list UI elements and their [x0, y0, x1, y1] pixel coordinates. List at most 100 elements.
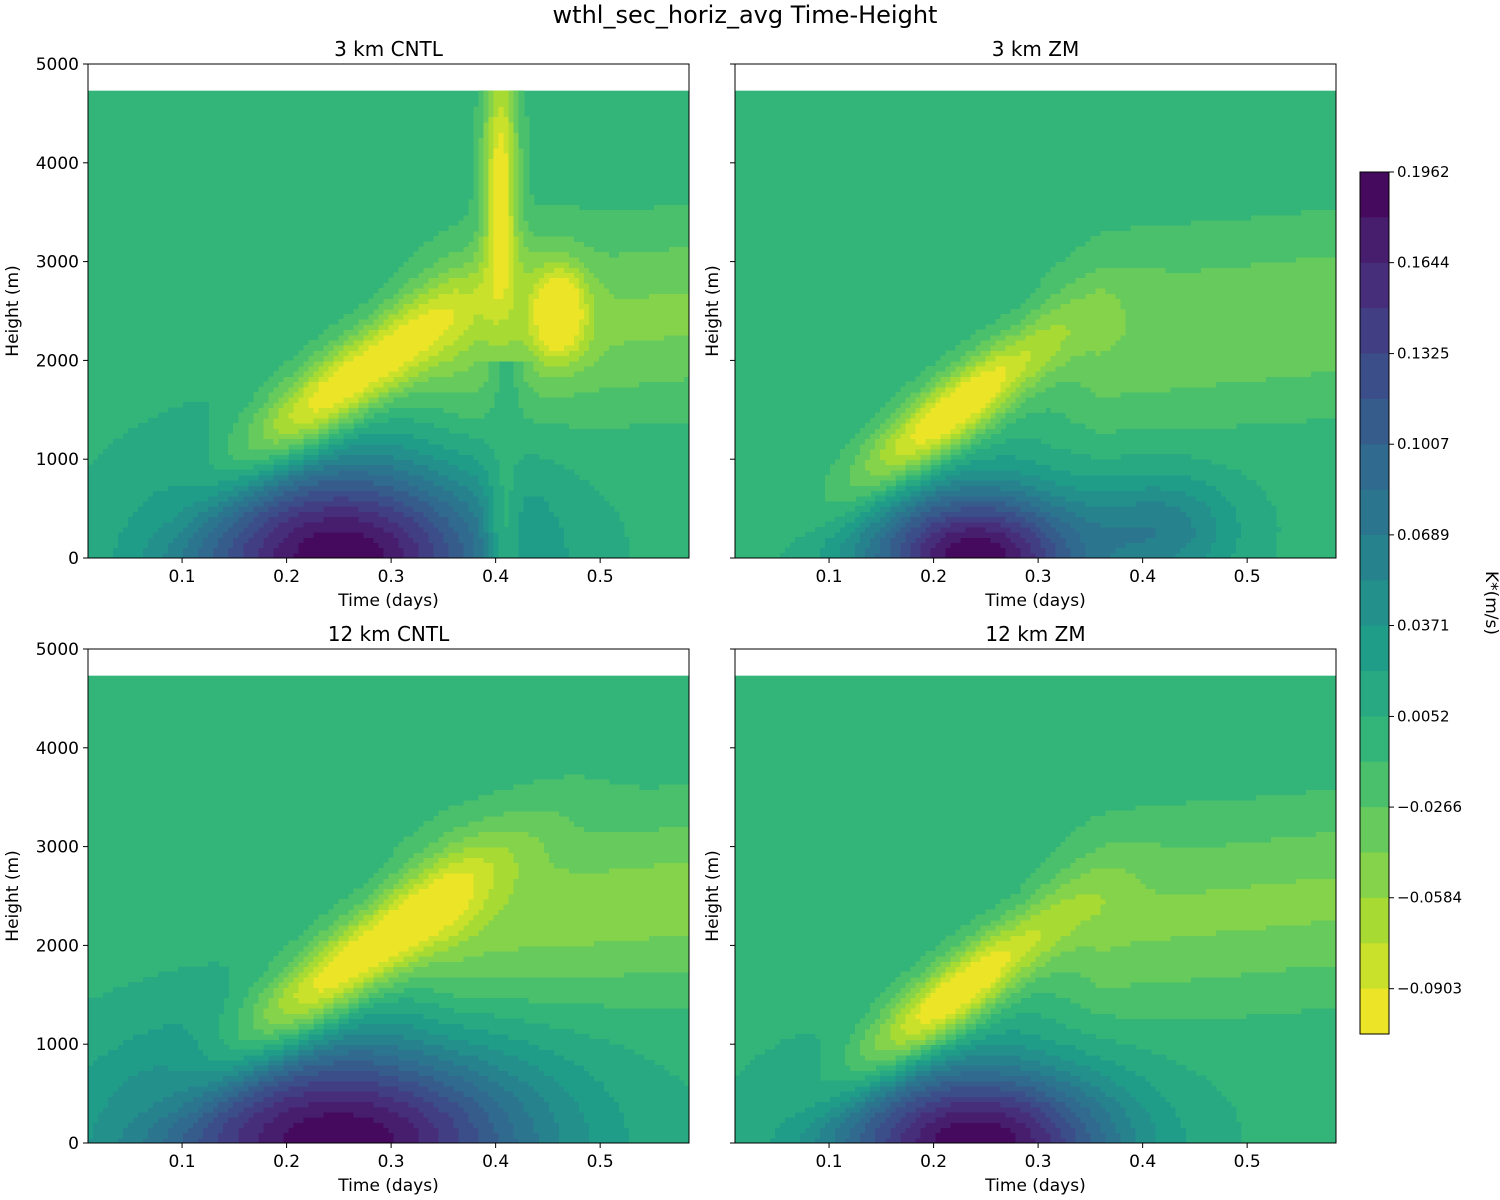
contour-cell	[613, 542, 620, 549]
contour-cell	[653, 345, 660, 351]
contour-cell	[568, 402, 575, 409]
contour-cell	[633, 277, 640, 284]
contour-cell	[583, 407, 590, 414]
contour-cell	[588, 308, 595, 315]
contour-cell	[678, 298, 685, 305]
contour-cell	[183, 464, 189, 471]
contour-cell	[428, 251, 435, 258]
contour-cell	[268, 423, 274, 429]
contour-cell	[468, 552, 475, 559]
contour-cell	[378, 386, 385, 393]
contour-cell	[683, 376, 690, 383]
contour-cell	[563, 537, 570, 544]
contour-cell	[573, 537, 580, 544]
contour-cell	[383, 506, 390, 512]
contour-cell	[163, 490, 169, 497]
contour-cell	[563, 303, 570, 310]
contour-cell	[438, 490, 445, 497]
contour-cell	[223, 516, 229, 523]
contour-cell	[588, 371, 595, 377]
contour-cell	[153, 448, 159, 455]
contour-cell	[493, 246, 500, 253]
contour-cell	[368, 474, 375, 481]
contour-cell	[608, 526, 615, 533]
contour-cell	[93, 532, 99, 538]
contour-cell	[263, 537, 269, 544]
contour-cell	[348, 537, 355, 544]
contour-cell	[578, 225, 585, 232]
contour-cell	[388, 552, 395, 559]
contour-cell	[203, 438, 209, 445]
contour-cell	[228, 511, 234, 518]
contour-cell	[513, 298, 520, 305]
contour-cell	[648, 293, 655, 299]
contour-cell	[428, 293, 435, 299]
contour-cell	[628, 397, 635, 403]
contour-cell	[413, 345, 420, 351]
contour-cell	[173, 552, 179, 559]
contour-cell	[558, 360, 565, 367]
contour-cell	[343, 391, 350, 398]
contour-cell	[563, 329, 570, 336]
contour-cell	[508, 272, 515, 279]
contour-cell	[293, 386, 299, 393]
contour-cell	[383, 526, 390, 533]
contour-cell	[608, 506, 615, 512]
contour-cell	[363, 474, 370, 481]
contour-cell	[218, 516, 224, 523]
contour-cell	[483, 277, 490, 284]
contour-cell	[473, 303, 480, 310]
contour-cell	[468, 526, 475, 533]
contour-cell	[633, 386, 640, 393]
contour-cell	[293, 417, 299, 424]
contour-cell	[488, 506, 495, 512]
contour-cell	[383, 516, 390, 523]
contour-cell	[678, 251, 685, 258]
contour-cell	[588, 251, 595, 258]
contour-cell	[578, 339, 585, 346]
contour-cell	[228, 552, 234, 559]
contour-cell	[668, 225, 675, 232]
contour-cell	[468, 511, 475, 518]
contour-cell	[433, 526, 440, 533]
contour-cell	[643, 407, 650, 414]
contour-cell	[683, 246, 690, 253]
contour-cell	[623, 350, 630, 357]
contour-cell	[138, 516, 144, 523]
contour-cell	[473, 241, 480, 248]
contour-cell	[648, 287, 655, 294]
contour-cell	[638, 251, 645, 258]
contour-cell	[463, 251, 470, 258]
contour-cell	[423, 448, 430, 455]
contour-cell	[668, 365, 675, 372]
contour-cell	[258, 490, 264, 497]
contour-cell	[643, 293, 650, 299]
contour-cell	[518, 277, 525, 284]
contour-cell	[263, 547, 269, 554]
contour-cell	[533, 251, 540, 258]
contour-cell	[518, 272, 525, 279]
contour-cell	[393, 433, 400, 440]
contour-cell	[358, 303, 365, 310]
contour-cell	[228, 480, 234, 486]
contour-cell	[273, 459, 279, 466]
contour-cell	[438, 360, 445, 367]
contour-cell	[603, 552, 610, 559]
contour-cell	[523, 225, 530, 232]
contour-cell	[493, 490, 500, 497]
contour-cell	[568, 516, 575, 523]
contour-cell	[428, 319, 435, 325]
contour-cell	[678, 345, 685, 351]
contour-cell	[598, 345, 605, 351]
contour-cell	[573, 485, 580, 492]
contour-cell	[588, 516, 595, 523]
contour-cell	[198, 459, 204, 466]
contour-cell	[378, 371, 385, 377]
contour-cell	[683, 355, 690, 362]
contour-cell	[368, 438, 375, 445]
contour-cell	[148, 495, 154, 502]
contour-cell	[323, 350, 329, 357]
contour-cell	[668, 251, 675, 258]
contour-cell	[573, 313, 580, 320]
contour-cell	[503, 339, 510, 346]
